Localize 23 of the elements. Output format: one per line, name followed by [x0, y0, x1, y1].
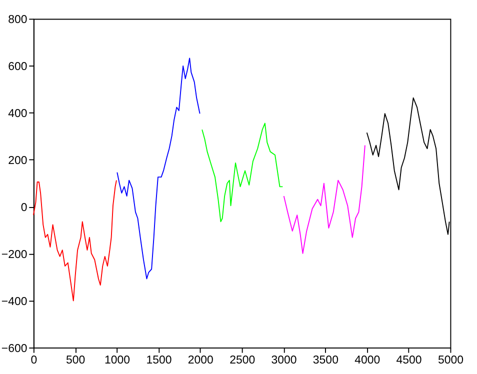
y-tick-label: 200 — [8, 154, 28, 167]
y-tick-label: 600 — [8, 61, 28, 74]
x-tick-label: 3000 — [271, 354, 297, 366]
x-tick-label: 500 — [66, 354, 86, 366]
x-tick-label: 2500 — [230, 354, 256, 366]
y-tick-label: 0 — [20, 202, 28, 214]
line-series — [116, 58, 200, 280]
x-tick-label: 1000 — [104, 354, 130, 366]
y-tick-label: 400 — [8, 108, 28, 120]
x-tick-label: 0 — [30, 354, 38, 366]
x-tick-label: 2000 — [188, 354, 214, 366]
x-tick-label: 4500 — [396, 354, 422, 366]
y-tick-label: −600 — [1, 342, 28, 355]
x-tick-label: 5000 — [438, 354, 464, 366]
y-tick-label: −200 — [1, 248, 28, 261]
x-tick-label: 4000 — [354, 354, 380, 366]
line-series — [202, 122, 284, 222]
y-tick-label: −400 — [1, 296, 28, 308]
x-tick-label: 3500 — [312, 354, 338, 366]
line-series — [283, 144, 366, 254]
line-series — [32, 180, 117, 302]
x-tick-label: 1500 — [146, 354, 172, 366]
y-tick-label: 800 — [8, 14, 28, 26]
